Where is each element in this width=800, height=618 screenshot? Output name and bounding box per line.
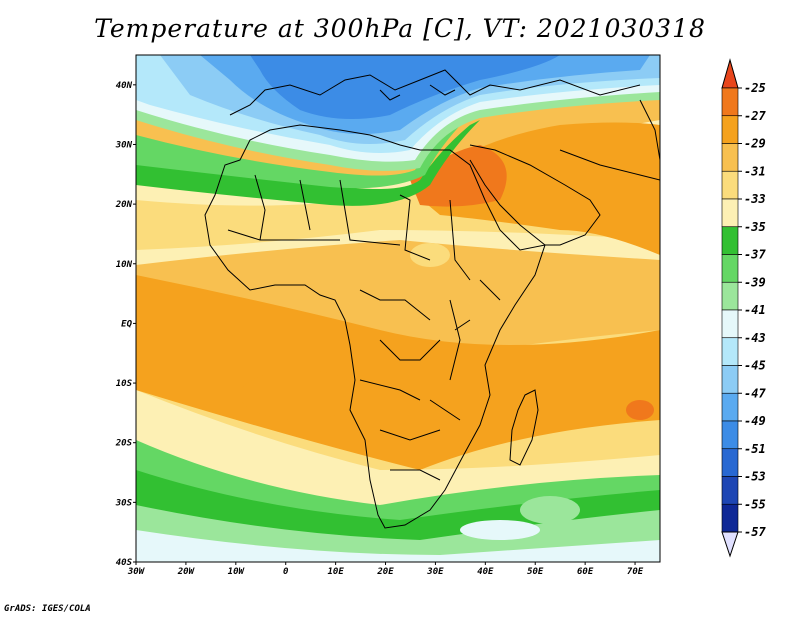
colorbar-label: -33 — [744, 192, 766, 206]
colorbar-label: -39 — [744, 275, 766, 289]
colorbar-label: -45 — [744, 359, 766, 373]
map-title: Temperature at 300hPa [C], VT: 202103031… — [94, 14, 706, 43]
colorbar-label: -57 — [744, 525, 766, 539]
coastlines — [204, 69, 660, 529]
colorbar-swatch — [721, 309, 739, 339]
footer-credit: GrADS: IGES/COLA — [4, 604, 91, 614]
colorbar-swatch — [721, 143, 739, 172]
colorbar-swatch — [721, 448, 739, 477]
lon-tick-label: 50E — [527, 567, 544, 577]
colorbar-swatch — [721, 420, 739, 450]
lon-tick-label: 40E — [477, 567, 494, 577]
colorbar-bottom-arrow — [721, 531, 739, 558]
colorbar-label: -35 — [744, 220, 766, 234]
colorbar-label: -43 — [744, 331, 766, 345]
colorbar: -25 -27 -29 -31 -33 -35 -37 -39 -41 -43 -45 -47 -49 -… — [721, 58, 766, 558]
lon-tick-label: 20W — [177, 567, 196, 577]
colorbar-label: -37 — [744, 248, 766, 262]
colorbar-label: -25 — [744, 81, 766, 95]
lon-tick-label: 30E — [426, 567, 444, 577]
lon-tick-label: 10E — [327, 567, 344, 577]
colorbar-label: -55 — [744, 497, 766, 511]
colorbar-swatch — [721, 198, 739, 228]
lat-tick-label: 20N — [115, 200, 133, 210]
colorbar-swatch — [721, 281, 739, 311]
colorbar-swatch — [721, 170, 739, 200]
lat-tick-label: 10S — [116, 379, 133, 389]
colorbar-swatch — [721, 115, 739, 144]
colorbar-swatch — [721, 87, 739, 117]
colorbar-swatch — [721, 392, 739, 422]
lon-tick-label: 20E — [376, 567, 394, 577]
lat-tick-label: 20S — [115, 439, 133, 449]
lon-tick-label: 30W — [127, 567, 146, 577]
lat-tick-label: 40S — [116, 558, 133, 568]
lat-tick-label: 30S — [115, 498, 133, 508]
lon-tick-label: 70E — [627, 567, 644, 577]
colorbar-label: -51 — [744, 442, 766, 456]
lat-tick-label: 30N — [115, 140, 133, 150]
lat-tick-label: 10N — [116, 260, 133, 270]
colorbar-swatch — [721, 226, 739, 255]
colorbar-label: -49 — [744, 414, 766, 428]
colorbar-label: -41 — [744, 303, 766, 317]
lon-tick-label: 10W — [228, 567, 246, 577]
lat-tick-label: 40N — [116, 81, 133, 91]
colorbar-label: -53 — [744, 470, 766, 484]
colorbar-swatch — [721, 365, 739, 394]
lon-tick-label: 60E — [577, 567, 594, 577]
lat-tick-label: EQ — [121, 319, 132, 329]
colorbar-swatch — [721, 337, 739, 366]
colorbar-swatch — [721, 254, 739, 283]
colorbar-swatch — [721, 503, 739, 533]
colorbar-label: -27 — [744, 109, 766, 123]
colorbar-label: -47 — [744, 386, 766, 400]
colorbar-swatch — [721, 476, 739, 505]
colorbar-label: -29 — [744, 137, 766, 151]
colorbar-top-arrow — [721, 58, 739, 89]
colorbar-label: -31 — [744, 164, 766, 178]
lon-tick-label: 0 — [283, 567, 289, 577]
temperature-field — [136, 55, 660, 562]
